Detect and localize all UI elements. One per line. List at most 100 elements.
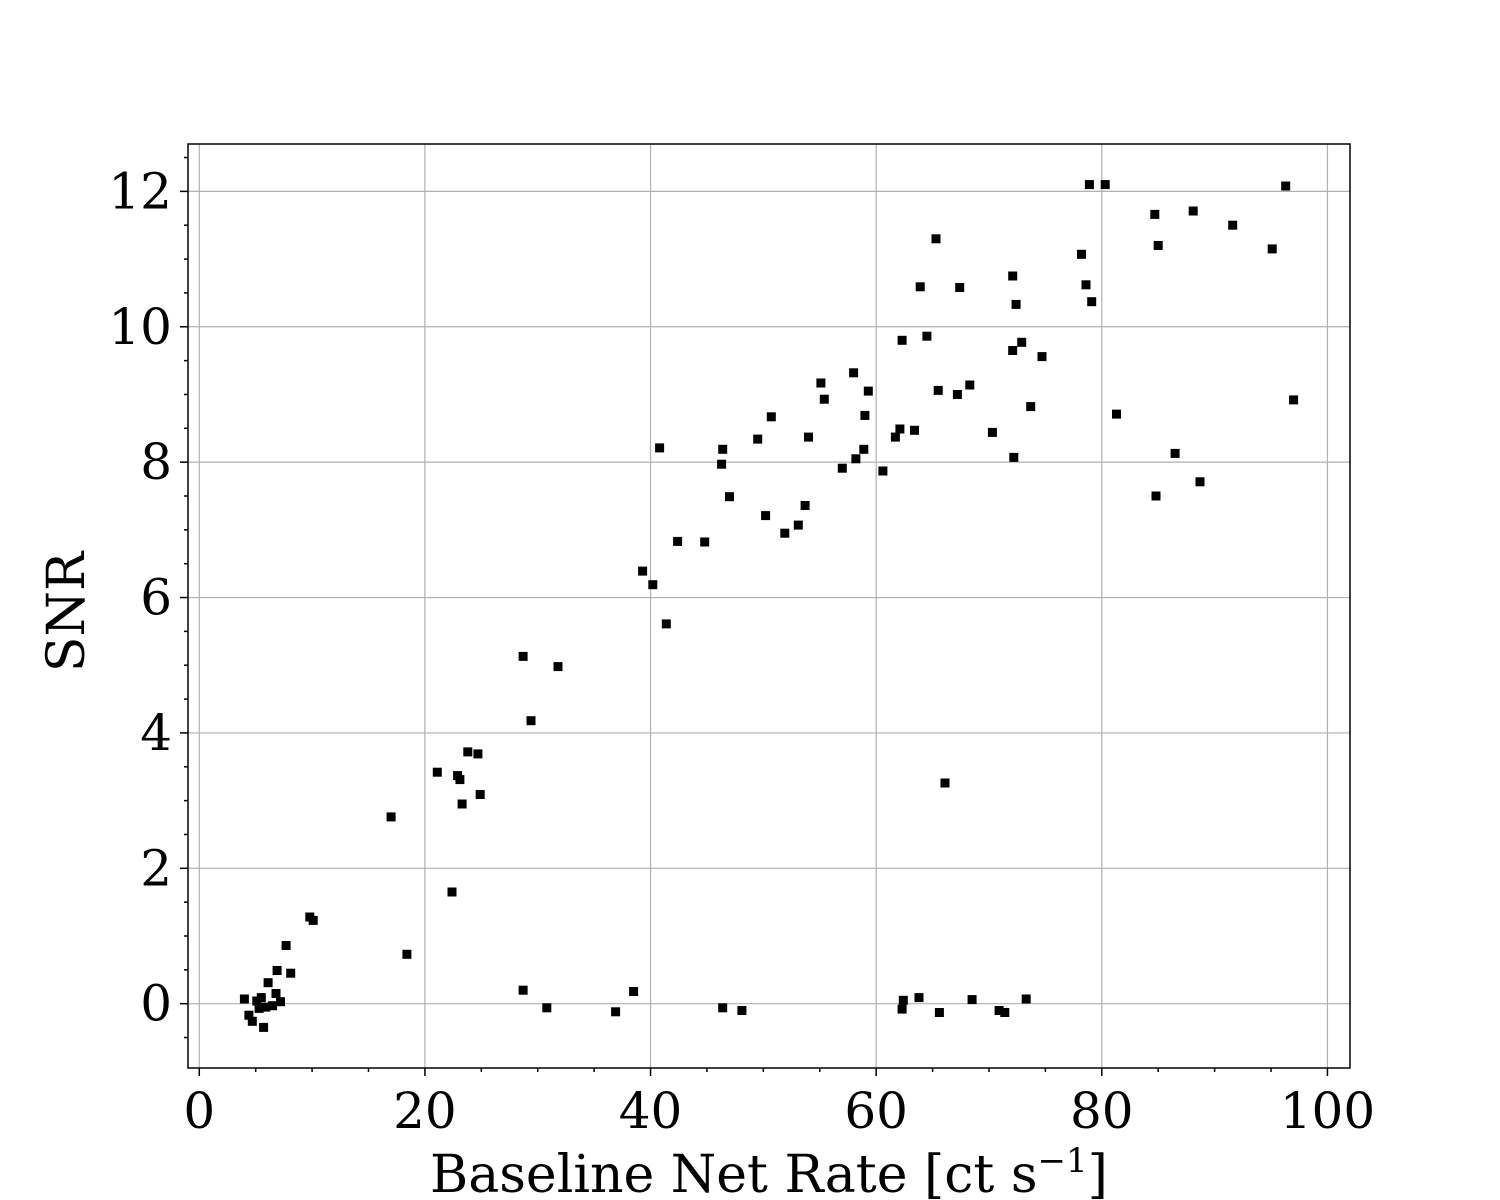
data-point (863, 386, 873, 396)
data-point (737, 1006, 747, 1015)
data-points (239, 180, 1299, 1032)
data-point (1008, 271, 1018, 281)
x-axis-title-main: Baseline Net Rate [ct s (430, 1145, 1038, 1200)
data-point (1037, 352, 1047, 362)
data-point (1084, 180, 1094, 190)
data-point (268, 1001, 278, 1011)
data-point (638, 566, 648, 576)
data-point (933, 385, 943, 395)
data-point (655, 443, 665, 453)
data-point (1153, 241, 1163, 250)
data-point (890, 432, 900, 442)
data-point (518, 985, 528, 995)
data-point (717, 459, 727, 469)
data-point (897, 1004, 907, 1014)
data-point (1026, 402, 1036, 412)
data-point (272, 966, 282, 975)
tick-labels: 0 20 40 60 80 100 0 2 4 6 8 10 12 (108, 162, 1375, 1140)
data-point (1021, 994, 1031, 1004)
y-tick-label: 2 (140, 839, 172, 897)
data-point (1267, 244, 1277, 254)
x-tick-label: 80 (1070, 1082, 1134, 1140)
x-axis-title-superscript: −1 (1038, 1141, 1088, 1181)
data-point (700, 537, 710, 547)
data-point (910, 425, 919, 435)
data-point (1087, 297, 1097, 307)
data-point (457, 799, 467, 809)
data-point (1150, 209, 1160, 219)
data-point (1100, 180, 1110, 190)
x-axis-title-suffix: ] (1088, 1145, 1108, 1200)
data-point (952, 390, 962, 399)
data-point (934, 1008, 944, 1017)
data-point (780, 528, 790, 538)
y-tick-label: 4 (140, 704, 172, 762)
data-point (816, 378, 826, 388)
data-point (940, 778, 950, 788)
data-point (1289, 395, 1299, 405)
y-tick-label: 12 (108, 162, 172, 220)
x-tick-label: 0 (183, 1082, 215, 1140)
data-point (965, 380, 975, 390)
x-tick-label: 40 (619, 1082, 683, 1140)
data-point (849, 368, 859, 378)
data-point (247, 1016, 257, 1026)
data-point (898, 995, 908, 1005)
y-tick-label: 6 (140, 569, 172, 627)
data-point (1228, 220, 1238, 230)
data-point (922, 331, 932, 341)
data-point (473, 749, 483, 759)
data-point (1011, 299, 1021, 309)
data-point (276, 997, 285, 1007)
data-point (800, 501, 810, 510)
data-point (915, 282, 925, 292)
x-tick-label: 20 (393, 1082, 457, 1140)
y-tick-label: 10 (108, 298, 172, 356)
data-point (261, 1002, 271, 1012)
data-point (1077, 249, 1086, 259)
data-point (447, 887, 457, 897)
y-axis-title: SNR (37, 550, 97, 672)
data-point (1009, 452, 1019, 462)
grid (188, 144, 1350, 1068)
data-point (1017, 337, 1027, 347)
data-point (475, 790, 485, 799)
data-point (308, 915, 318, 925)
data-point (819, 394, 829, 404)
data-point (994, 1006, 1004, 1015)
data-point (725, 492, 734, 502)
data-point (673, 536, 683, 546)
data-point (955, 283, 965, 292)
data-point (860, 410, 870, 420)
data-point (967, 995, 977, 1005)
y-tick-label: 8 (140, 433, 172, 491)
data-point (851, 454, 861, 464)
data-point (878, 466, 888, 476)
data-point (793, 520, 803, 530)
data-point (611, 1007, 621, 1017)
data-point (286, 968, 296, 978)
data-point (259, 1022, 269, 1032)
data-point (271, 989, 281, 998)
data-point (463, 747, 473, 757)
data-point (239, 994, 249, 1004)
data-point (661, 619, 671, 629)
data-point (1112, 409, 1121, 419)
data-point (629, 987, 639, 996)
y-tick-label: 0 (140, 975, 172, 1033)
data-point (526, 716, 536, 726)
data-point (648, 580, 658, 590)
data-point (455, 775, 465, 785)
data-point (254, 1003, 264, 1013)
data-point (263, 978, 273, 988)
data-point (553, 662, 563, 672)
data-point (753, 434, 763, 444)
data-point (542, 1003, 552, 1013)
data-point (718, 1003, 728, 1013)
data-point (1000, 1008, 1010, 1017)
data-point (718, 444, 728, 454)
data-point (1081, 280, 1091, 290)
data-point (1281, 181, 1291, 191)
